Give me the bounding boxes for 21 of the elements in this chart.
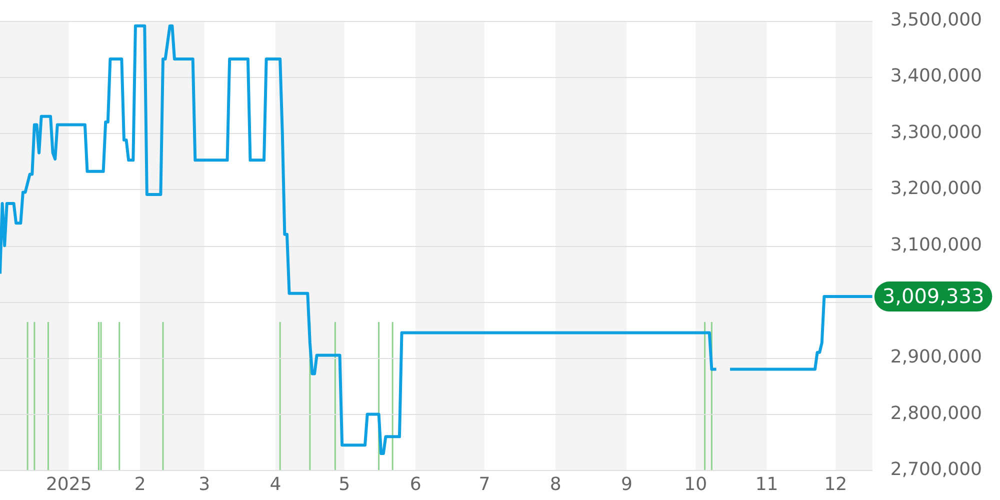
x-tick-label: 8 bbox=[550, 474, 562, 495]
y-tick-label: 2,700,000 bbox=[890, 459, 982, 480]
x-tick-label: 9 bbox=[621, 474, 632, 495]
x-tick-label: 10 bbox=[684, 474, 708, 495]
x-tick-label: 3 bbox=[198, 474, 210, 495]
y-tick-label: 3,200,000 bbox=[890, 178, 982, 200]
y-tick-label: 2,800,000 bbox=[890, 402, 982, 424]
y-tick-label: 2,900,000 bbox=[890, 346, 982, 368]
x-tick-label: 6 bbox=[410, 474, 422, 495]
y-tick-label: 3,400,000 bbox=[890, 66, 982, 87]
x-tick-label: 5 bbox=[338, 474, 350, 495]
x-tick-label: 12 bbox=[824, 474, 848, 495]
y-tick-label: 3,100,000 bbox=[890, 234, 982, 256]
x-tick-label: 2 bbox=[134, 474, 146, 495]
x-tick-label: 7 bbox=[478, 474, 490, 495]
x-tick-label: 11 bbox=[755, 474, 778, 495]
x-tick-label: 2025 bbox=[46, 474, 92, 495]
y-tick-label: 3,300,000 bbox=[890, 122, 982, 143]
annotation: 3,009,333 bbox=[882, 284, 984, 308]
x-tick-label: 4 bbox=[270, 474, 282, 495]
y-tick-label: 3,500,000 bbox=[890, 9, 982, 30]
